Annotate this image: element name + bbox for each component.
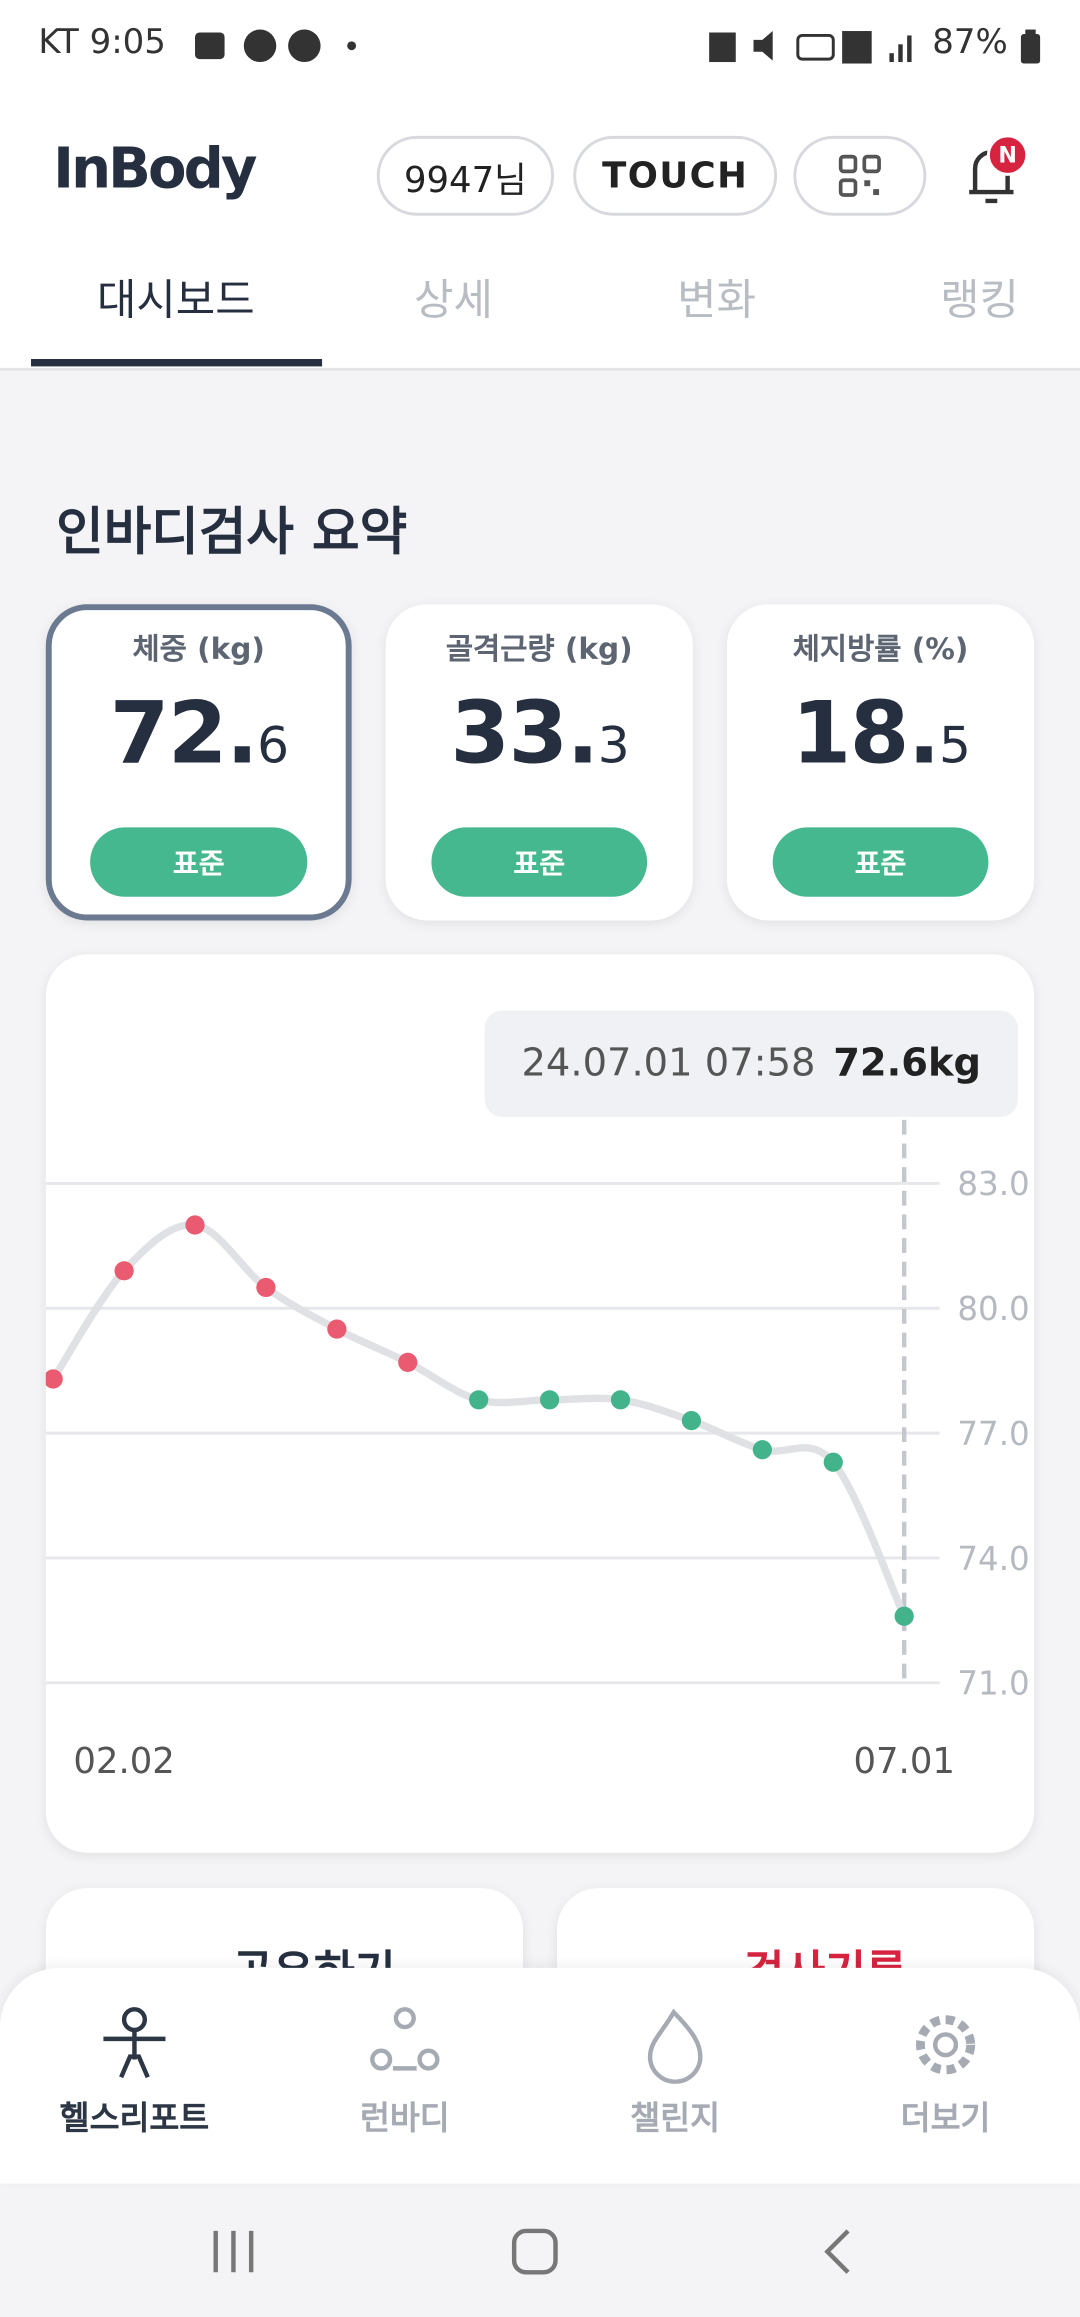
user-button[interactable]: 9947님 — [376, 135, 555, 216]
qr-button[interactable] — [793, 135, 927, 216]
y-tick-label: 74.0 — [957, 1540, 1029, 1578]
card-label: 골격근량 (kg) — [445, 630, 633, 667]
data-point — [681, 1411, 702, 1431]
status-icons — [195, 29, 357, 63]
metric-card[interactable]: 체중 (kg) 72.6 표준 — [45, 604, 352, 921]
data-point — [823, 1452, 843, 1472]
nav-label[interactable]: 런바디 — [359, 2100, 450, 2138]
nav-label[interactable]: 헬스리포트 — [59, 2100, 210, 2138]
data-point — [469, 1390, 489, 1410]
value-fraction: 6 — [257, 716, 289, 776]
data-point — [256, 1277, 276, 1298]
tooltip-value: 72.6kg — [833, 1041, 982, 1086]
data-point — [327, 1319, 347, 1339]
y-tick-label: 71.0 — [957, 1665, 1029, 1703]
battery-icon — [1020, 29, 1041, 64]
nav-icons — [103, 2007, 976, 2084]
value-fraction: 3 — [597, 716, 630, 776]
qr-icon — [838, 154, 881, 197]
section-title: 인바디검사 요약 — [56, 503, 408, 563]
tab[interactable]: 대시보드 — [96, 274, 255, 326]
y-tick-label: 77.0 — [957, 1415, 1029, 1453]
metric-card[interactable]: 체지방률 (%) 18.5 표준 — [726, 604, 1035, 921]
x-tick-label: 02.02 — [73, 1741, 174, 1782]
data-point — [894, 1606, 914, 1626]
data-point — [114, 1261, 134, 1281]
status-pill: 표준 — [90, 827, 308, 897]
status-pill: 표준 — [772, 827, 989, 897]
touch-button[interactable]: TOUCH — [573, 135, 778, 216]
data-point — [398, 1352, 418, 1372]
card-value: 33.3 — [386, 683, 693, 783]
metric-card[interactable]: 골격근량 (kg) 33.3 표준 — [385, 604, 693, 921]
logo: InBody — [53, 135, 257, 201]
chart: 83.0 80.0 77.0 74.0 71.0 02.02 07.01 — [45, 1119, 1030, 1782]
data-point — [540, 1390, 560, 1410]
tab[interactable]: 랭킹 — [940, 274, 1019, 326]
value-fraction: 5 — [938, 716, 971, 776]
card-label: 체지방률 (%) — [792, 630, 969, 667]
y-tick-label: 80.0 — [957, 1290, 1029, 1328]
svg-text:N: N — [998, 143, 1017, 169]
nav-label[interactable]: 더보기 — [900, 2100, 991, 2138]
bottom-nav — [0, 1967, 1080, 2184]
value-whole: 18. — [791, 682, 941, 784]
tooltip-date: 24.07.01 07:58 — [521, 1041, 816, 1086]
bell-button[interactable]: N — [957, 133, 1034, 210]
battery-text: 87% — [932, 23, 1008, 63]
chart-card: 83.0 80.0 77.0 74.0 71.0 02.02 07.01 24.07.01 … — [45, 954, 1035, 1853]
data-point — [185, 1215, 205, 1235]
card-value: 72.6 — [52, 683, 346, 783]
tab-indicator — [31, 359, 323, 367]
value-whole: 72. — [109, 682, 259, 784]
nav-label[interactable]: 챌린지 — [630, 2100, 721, 2138]
y-tick-label: 83.0 — [957, 1165, 1029, 1203]
card-value: 18.5 — [727, 683, 1034, 783]
system-nav — [213, 2228, 850, 2275]
value-whole: 33. — [450, 682, 599, 784]
data-point — [45, 1369, 63, 1389]
tab[interactable]: 변화 — [677, 274, 756, 326]
data-point — [610, 1390, 631, 1410]
x-tick-label: 07.01 — [853, 1741, 954, 1782]
status-left: KT 9:05 — [38, 23, 166, 63]
status-icons-right — [709, 31, 912, 64]
tooltip: 24.07.01 07:58 72.6kg — [484, 1010, 1018, 1117]
card-label: 체중 (kg) — [132, 630, 265, 667]
data-point — [752, 1440, 772, 1460]
tab[interactable]: 상세 — [414, 274, 493, 326]
status-pill: 표준 — [431, 827, 648, 897]
